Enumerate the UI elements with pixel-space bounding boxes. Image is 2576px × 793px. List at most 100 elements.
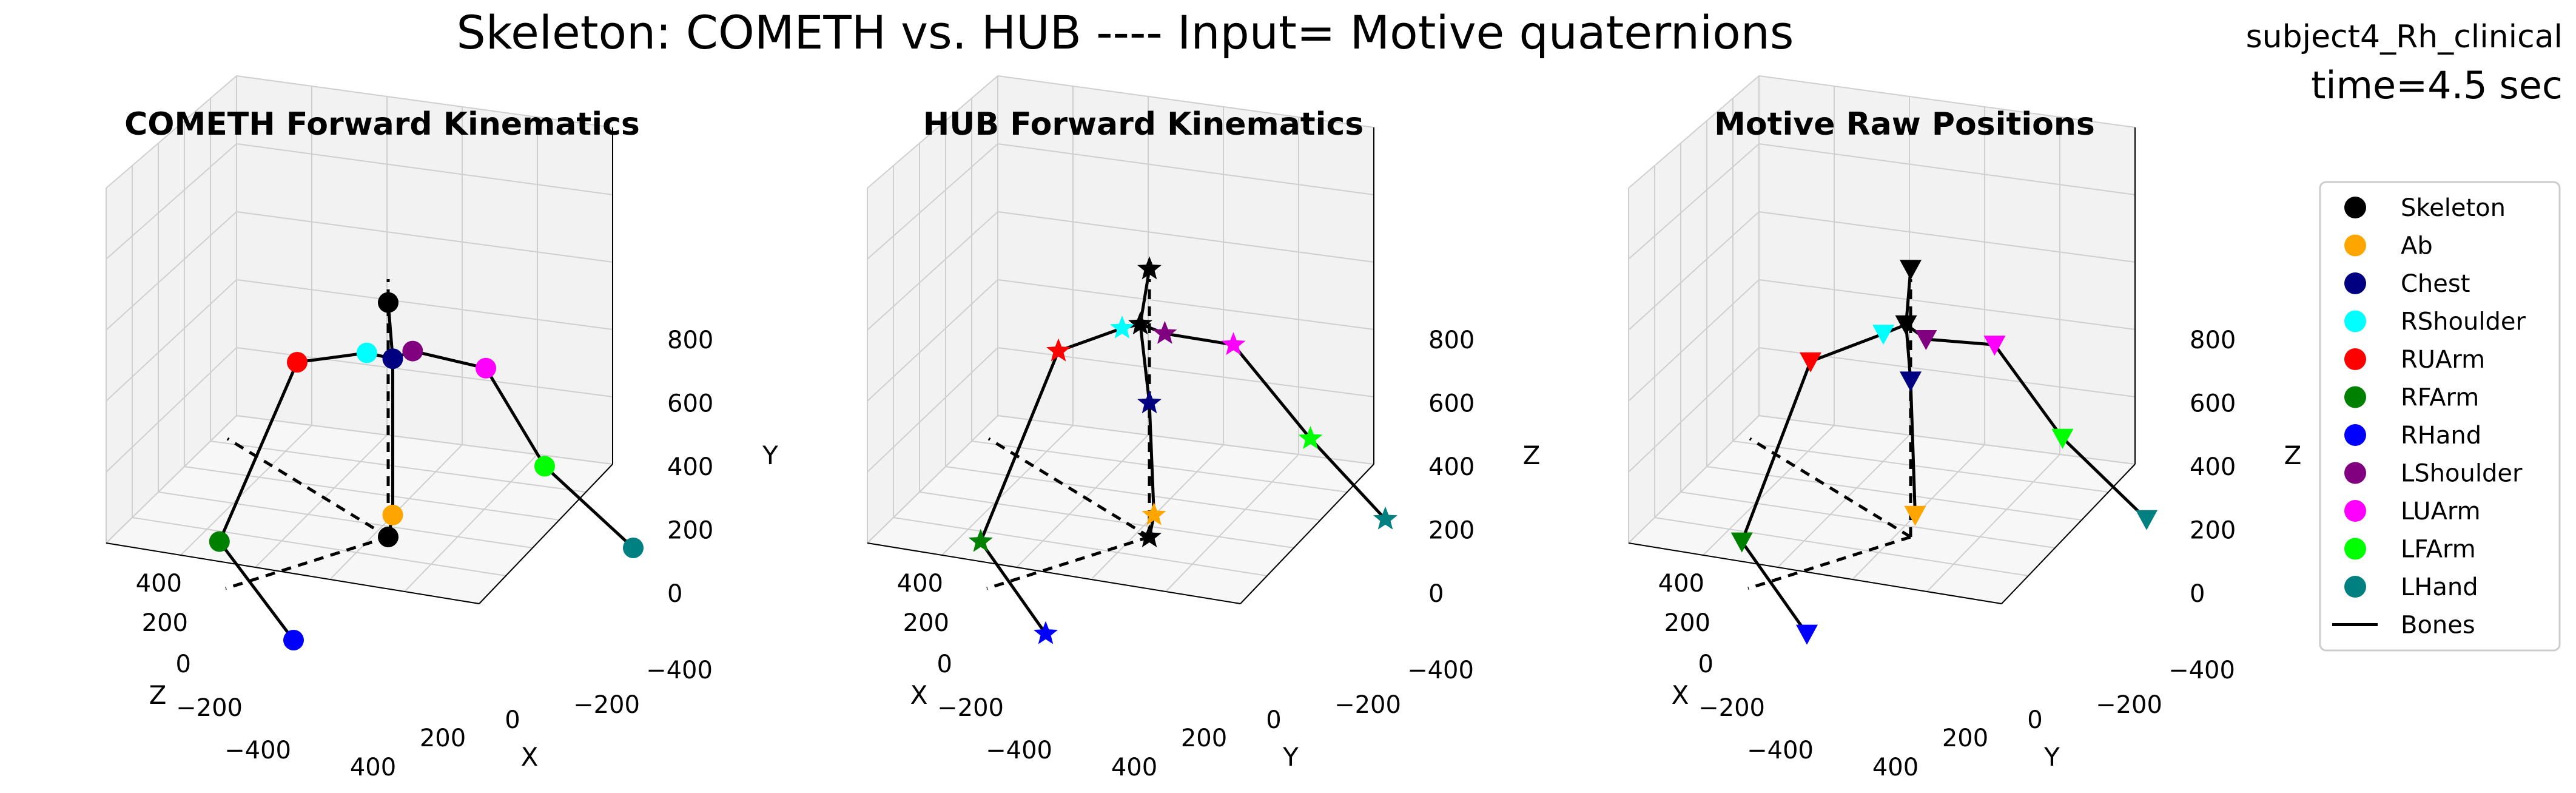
bottom-tick-label: 200: [420, 724, 466, 752]
joint-marker-skeleton: [1900, 260, 1922, 280]
vertical-tick-label: 0: [1428, 580, 1444, 608]
bone-segment: [1740, 360, 1812, 542]
left-axis-label: X: [1672, 680, 1689, 710]
joint-marker-lhand: [1373, 506, 1397, 530]
left-tick-label: 400: [897, 570, 943, 598]
vertical-tick-label: 0: [667, 580, 682, 608]
joint-marker-lshoulder: [1915, 330, 1937, 350]
joint-marker-rfarm: [968, 528, 993, 552]
subject-label: subject4_Rh_clinical: [2246, 19, 2563, 55]
vertical-axis-label: Z: [2284, 440, 2302, 470]
panel-title: HUB Forward Kinematics: [923, 106, 1364, 143]
legend-label: LUArm: [2401, 498, 2481, 525]
joint-marker-skeleton: [1128, 311, 1152, 335]
joint-marker-ab: [1142, 502, 1166, 525]
joint-marker-rhand: [283, 630, 304, 650]
bone-segment: [543, 465, 634, 549]
joint-marker-skeleton: [1895, 315, 1917, 336]
bottom-axis-label: X: [521, 742, 539, 772]
joint-marker-chest: [1900, 371, 1922, 392]
vertical-tick-label: 600: [1428, 390, 1475, 418]
bone-segment: [2061, 437, 2148, 521]
bone-segment: [412, 349, 486, 370]
joint-marker-ruarm: [1800, 352, 1821, 373]
bottom-tick-label: 400: [1872, 754, 1919, 781]
legend: Skeleton Ab Chest RShoulder RUArm RFArm RHand L…: [2319, 181, 2561, 652]
bone-segment: [1138, 323, 1151, 403]
bottom-tick-label: −400: [2168, 656, 2235, 684]
joint-marker-lshoulder: [1152, 320, 1177, 344]
joint-marker-ruarm: [1046, 338, 1071, 362]
left-tick-label: 200: [903, 609, 949, 637]
joint-marker-skeleton: [1137, 256, 1162, 280]
joint-marker-luarm: [476, 357, 496, 379]
left-axis-label: Z: [149, 680, 167, 710]
joint-marker-rfarm: [1730, 532, 1753, 553]
joint-marker-rhand: [1796, 624, 1818, 645]
bottom-tick-label: 400: [350, 754, 396, 781]
legend-label: Bones: [2401, 612, 2475, 639]
legend-marker: [2344, 386, 2366, 408]
legend-label: LShoulder: [2401, 460, 2523, 488]
vertical-tick-label: 600: [667, 390, 713, 418]
joint-marker-lfarm: [534, 456, 555, 477]
joint-marker-rhand: [1034, 621, 1058, 644]
legend-marker: [2344, 462, 2366, 484]
joint-marker-skeleton: [1137, 524, 1162, 547]
left-tick-label: 0: [1698, 650, 1713, 678]
legend-marker: [2344, 234, 2366, 257]
lateral-reference-axis: [1747, 535, 1911, 590]
bone-segment: [1138, 268, 1151, 325]
bone-segment: [1309, 437, 1387, 521]
vertical-tick-label: 800: [667, 326, 713, 354]
legend-label: Chest: [2401, 270, 2470, 298]
depth-reference-axis: [1749, 437, 1912, 539]
joint-marker-lfarm: [2051, 428, 2074, 449]
vertical-axis-label: Y: [762, 440, 778, 470]
joint-marker-ab: [382, 504, 403, 525]
vertical-tick-label: 600: [2190, 390, 2236, 418]
left-tick-label: −400: [224, 737, 291, 764]
bottom-tick-label: −200: [573, 691, 640, 719]
vertical-tick-label: 800: [1428, 326, 1475, 354]
depth-reference-axis: [226, 437, 389, 539]
legend-label: RUArm: [2401, 346, 2485, 374]
joint-marker-chest: [1137, 390, 1162, 414]
left-tick-label: 0: [176, 650, 191, 678]
bottom-tick-label: 400: [1111, 754, 1157, 781]
vertical-tick-label: 800: [2190, 326, 2236, 354]
bottom-tick-label: −400: [646, 656, 713, 684]
bone-segment: [484, 367, 546, 467]
left-tick-label: −200: [176, 694, 243, 722]
vertical-axis-label: Z: [1523, 440, 1541, 470]
panel-hub-forward-kinematics: HUB Forward Kinematics 0 200 400 600 800 Z 400 2…: [866, 75, 1541, 781]
bottom-tick-label: −400: [1407, 656, 1474, 684]
bottom-tick-label: 0: [1266, 706, 1281, 734]
joint-marker-luarm: [1221, 332, 1246, 356]
bottom-tick-label: −200: [1334, 691, 1401, 719]
bone-segment: [218, 541, 295, 641]
joint-marker-lshoulder: [402, 340, 423, 362]
joint-marker-chest: [382, 348, 403, 370]
vertical-tick-label: 400: [1428, 453, 1475, 481]
bone-segment: [1740, 541, 1809, 635]
panel-title: Motive Raw Positions: [1714, 106, 2095, 143]
left-tick-label: 200: [142, 609, 188, 637]
legend-label: LHand: [2401, 573, 2478, 601]
left-tick-label: 0: [937, 650, 952, 678]
legend-marker: [2344, 272, 2366, 294]
legend-marker: [2344, 576, 2366, 598]
left-tick-label: 200: [1664, 609, 1710, 637]
vertical-tick-label: 0: [2190, 580, 2205, 608]
bone-segment: [1909, 380, 1917, 515]
bottom-tick-label: 0: [505, 706, 520, 734]
bone-segment: [1926, 337, 1995, 346]
bottom-tick-label: 0: [2027, 706, 2042, 734]
joint-marker-luarm: [1983, 336, 2006, 356]
legend-marker: [2344, 500, 2366, 522]
bone-segment: [297, 351, 368, 364]
vertical-tick-label: 200: [1428, 517, 1475, 545]
bone-segment: [1232, 343, 1312, 440]
legend-marker: [2344, 197, 2366, 218]
